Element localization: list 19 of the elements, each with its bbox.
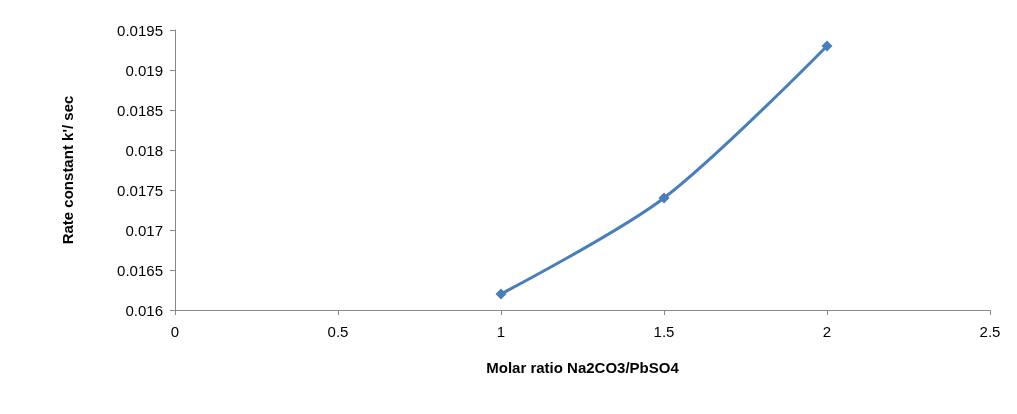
point: [495, 288, 507, 300]
y-tick-label: 0.017: [125, 221, 163, 239]
x-tick-label: 0.5: [327, 323, 349, 340]
x-tick-label: 2.5: [979, 323, 1001, 340]
x-tick-label: 0: [170, 323, 180, 340]
y-tick-label: 0.0185: [117, 101, 163, 119]
x-tick-label: 1.5: [653, 323, 675, 340]
point: [821, 40, 833, 52]
x-tick-label: 1: [496, 323, 506, 340]
y-axis-title: Rate constant k'/ sec: [59, 95, 76, 245]
y-tick-label: 0.0195: [117, 21, 163, 39]
point: [658, 192, 670, 204]
y-tick-label: 0.019: [125, 61, 163, 79]
x-axis-title: Molar ratio Na2CO3/PbSO4: [486, 359, 680, 376]
y-tick-label: 0.0175: [117, 181, 163, 199]
y-tick-label: 0.016: [125, 301, 163, 319]
y-tick-label: 0.0165: [117, 261, 163, 279]
x-tick-label: 2: [822, 323, 832, 340]
y-tick-label: 0.018: [125, 141, 163, 159]
